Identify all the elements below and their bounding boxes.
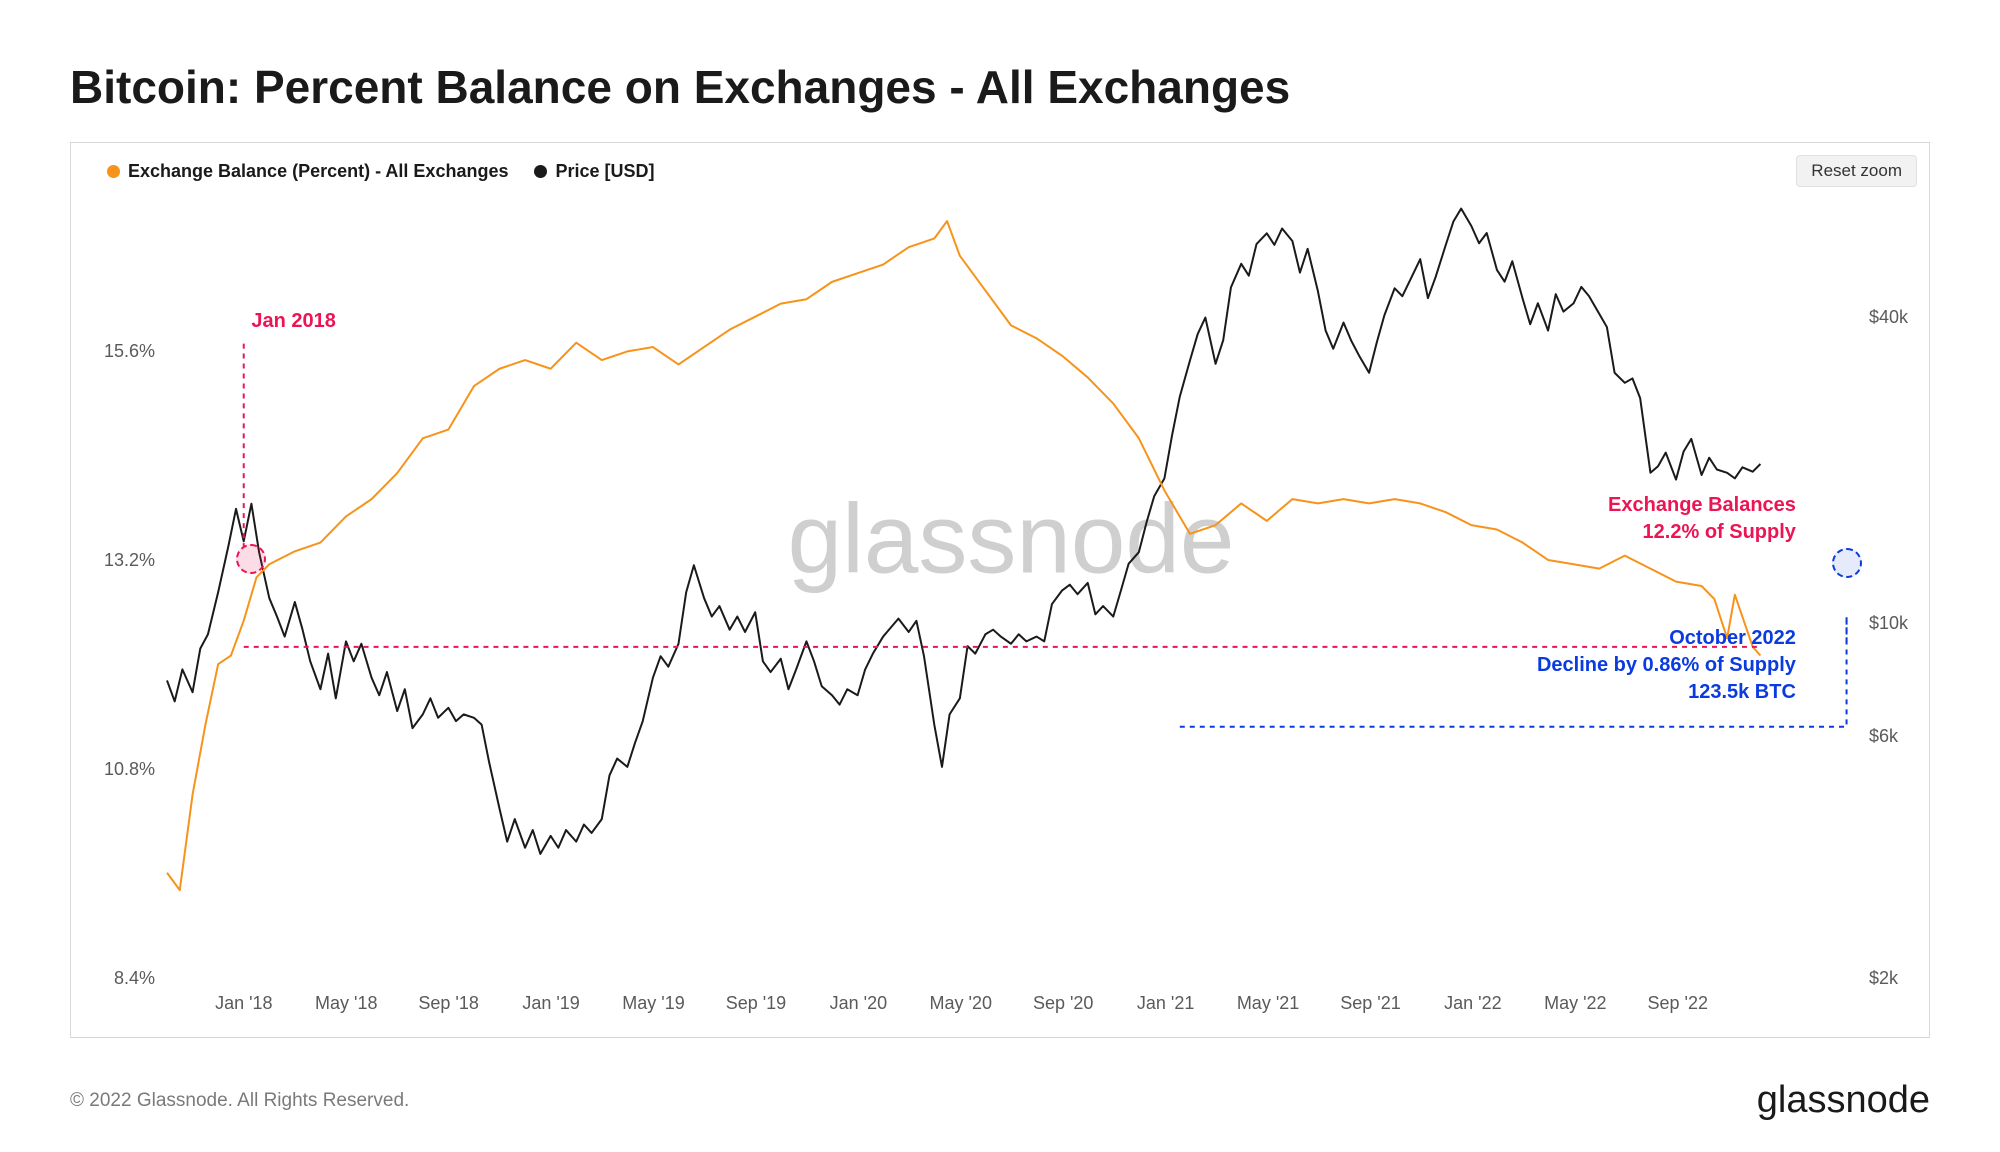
chart-title: Bitcoin: Percent Balance on Exchanges - … bbox=[70, 60, 1930, 114]
annotation-exchange-balances: Exchange Balances 12.2% of Supply bbox=[1608, 492, 1796, 546]
legend-label-1: Exchange Balance (Percent) - All Exchang… bbox=[128, 161, 508, 182]
annot-oct-line1: October 2022 bbox=[1669, 627, 1796, 649]
legend-row: Exchange Balance (Percent) - All Exchang… bbox=[107, 155, 1917, 187]
axis-tick-label: Sep '21 bbox=[1330, 993, 1410, 1014]
annotation-circle-oct2022 bbox=[1832, 548, 1862, 578]
annot-exch-line1: Exchange Balances bbox=[1608, 494, 1796, 516]
copyright: © 2022 Glassnode. All Rights Reserved. bbox=[70, 1090, 409, 1112]
axis-tick-label: 8.4% bbox=[75, 968, 155, 989]
annot-oct-line3: 123.5k BTC bbox=[1688, 681, 1796, 703]
axis-tick-label: May '22 bbox=[1535, 993, 1615, 1014]
axis-tick-label: May '20 bbox=[921, 993, 1001, 1014]
legend-dot-black bbox=[534, 165, 547, 178]
legend-label-2: Price [USD] bbox=[555, 161, 654, 182]
brand-logo: glassnode bbox=[1757, 1079, 1930, 1122]
plot-area: glassnode Jan 2018 Exchange Balances 12.… bbox=[167, 195, 1855, 977]
axis-tick-label: $6k bbox=[1869, 726, 1898, 747]
axis-tick-label: Jan '22 bbox=[1433, 993, 1513, 1014]
axis-tick-label: Jan '21 bbox=[1126, 993, 1206, 1014]
annot-oct-line2: Decline by 0.86% of Supply bbox=[1537, 654, 1796, 676]
annotation-jan-2018: Jan 2018 bbox=[251, 308, 336, 335]
axis-tick-label: Jan '18 bbox=[204, 993, 284, 1014]
axis-tick-label: 13.2% bbox=[75, 550, 155, 571]
chart-svg bbox=[167, 195, 1855, 977]
axis-tick-label: $10k bbox=[1869, 613, 1908, 634]
axis-tick-label: Jan '20 bbox=[818, 993, 898, 1014]
axis-tick-label: Sep '18 bbox=[409, 993, 489, 1014]
axis-tick-label: Jan '19 bbox=[511, 993, 591, 1014]
legend-item-exchange-balance: Exchange Balance (Percent) - All Exchang… bbox=[107, 161, 508, 182]
axis-tick-label: May '21 bbox=[1228, 993, 1308, 1014]
axis-tick-label: Sep '22 bbox=[1638, 993, 1718, 1014]
axis-tick-label: $40k bbox=[1869, 307, 1908, 328]
footer: © 2022 Glassnode. All Rights Reserved. g… bbox=[70, 1079, 1930, 1122]
axis-tick-label: 10.8% bbox=[75, 759, 155, 780]
legend-dot-orange bbox=[107, 165, 120, 178]
legend-item-price: Price [USD] bbox=[534, 161, 654, 182]
axis-tick-label: May '19 bbox=[614, 993, 694, 1014]
reset-zoom-button[interactable]: Reset zoom bbox=[1796, 155, 1917, 187]
axis-tick-label: May '18 bbox=[306, 993, 386, 1014]
axis-tick-label: $2k bbox=[1869, 968, 1898, 989]
annotation-october-2022: October 2022 Decline by 0.86% of Supply … bbox=[1537, 625, 1796, 706]
axis-tick-label: Sep '19 bbox=[716, 993, 796, 1014]
annot-exch-line2: 12.2% of Supply bbox=[1643, 521, 1796, 543]
axis-tick-label: Sep '20 bbox=[1023, 993, 1103, 1014]
chart-frame: Exchange Balance (Percent) - All Exchang… bbox=[70, 142, 1930, 1038]
annotation-circle-jan2018 bbox=[236, 544, 266, 574]
axis-tick-label: 15.6% bbox=[75, 341, 155, 362]
